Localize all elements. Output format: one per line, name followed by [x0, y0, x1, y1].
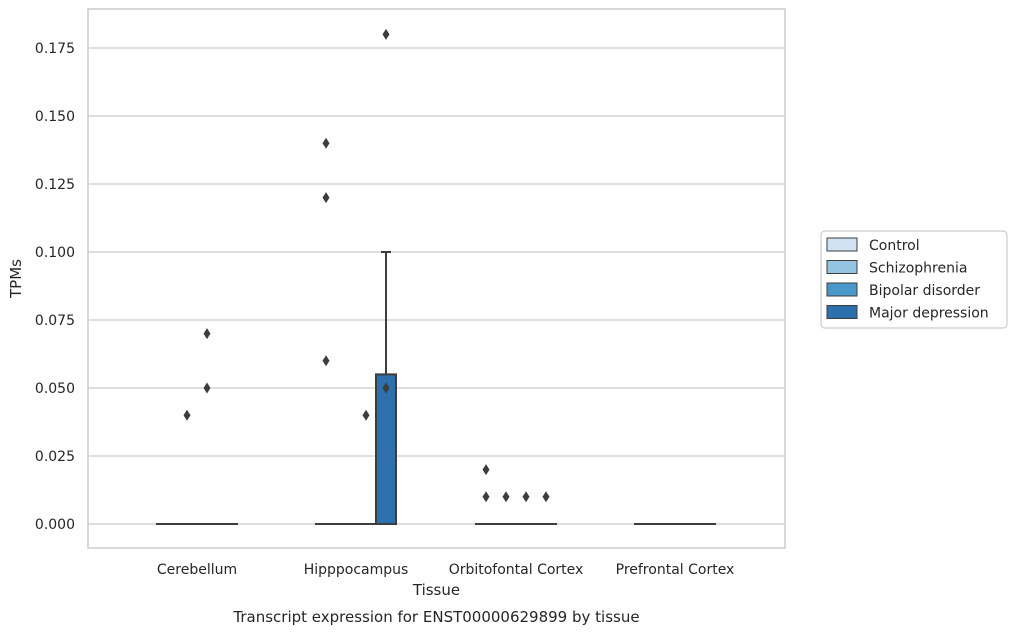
y-tick-label: 0.100 [35, 245, 75, 261]
x-tick-label: Hipppocampus [304, 562, 409, 578]
box-bipolar-disorder [355, 409, 377, 526]
y-tick-label: 0.125 [35, 177, 75, 193]
y-tick-label: 0.050 [35, 381, 75, 397]
outlier-point [203, 328, 211, 340]
chart-caption: Transcript expression for ENST0000062989… [232, 608, 639, 626]
y-tick-label: 0.075 [35, 313, 75, 329]
grid-lines [88, 47, 785, 525]
box-body [375, 373, 397, 525]
legend-swatch [826, 305, 858, 319]
x-axis-ticks: Cerebellum Hipppocampus Orbitofontal Corte… [157, 562, 734, 578]
box-bipolar-disorder [515, 491, 537, 526]
legend-swatch [826, 237, 858, 252]
outlier-point [482, 464, 490, 476]
box-major-depression [535, 491, 557, 526]
x-tick-label: Cerebellum [157, 562, 237, 578]
box-bipolar-disorder [196, 328, 218, 526]
box-control [315, 137, 337, 526]
box-plot-marks [156, 28, 716, 526]
legend-label: Major depression [869, 306, 989, 322]
box-control [475, 464, 497, 526]
outlier-point [522, 491, 530, 503]
legend-label: Schizophrenia [869, 261, 967, 277]
outlier-point [382, 28, 390, 40]
outlier-point [322, 192, 330, 204]
plot-frame [87, 8, 786, 549]
x-axis-label: Tissue [412, 581, 460, 599]
box-major-depression [375, 28, 397, 525]
outlier-point [542, 491, 550, 503]
legend-label: Bipolar disorder [869, 283, 980, 299]
outlier-point [362, 409, 370, 421]
y-axis-label: TPMs [7, 259, 25, 299]
outlier-point [322, 137, 330, 149]
y-tick-label: 0.175 [35, 41, 75, 57]
legend-swatch [826, 260, 858, 274]
y-tick-label: 0.025 [35, 449, 75, 465]
outlier-point [482, 491, 490, 503]
box-schizophrenia [176, 409, 198, 526]
x-tick-label: Prefrontal Cortex [616, 562, 735, 578]
legend-box [820, 230, 1008, 329]
y-axis-ticks: 0.000 0.025 0.050 0.075 0.100 0.125 0.150 0.175 [35, 41, 75, 533]
legend-label: Control [869, 238, 920, 254]
outlier-point [502, 491, 510, 503]
legend-swatch [826, 282, 858, 297]
outlier-point [382, 382, 390, 394]
y-tick-label: 0.150 [35, 109, 75, 125]
legend[interactable]: Control Schizophrenia Bipolar disorder Majo… [820, 230, 1008, 329]
outlier-point [203, 382, 211, 394]
box-schizophrenia [495, 491, 517, 526]
outlier-point [183, 409, 191, 421]
x-tick-label: Orbitofontal Cortex [449, 562, 584, 578]
outlier-point [322, 355, 330, 367]
y-tick-label: 0.000 [35, 517, 75, 533]
